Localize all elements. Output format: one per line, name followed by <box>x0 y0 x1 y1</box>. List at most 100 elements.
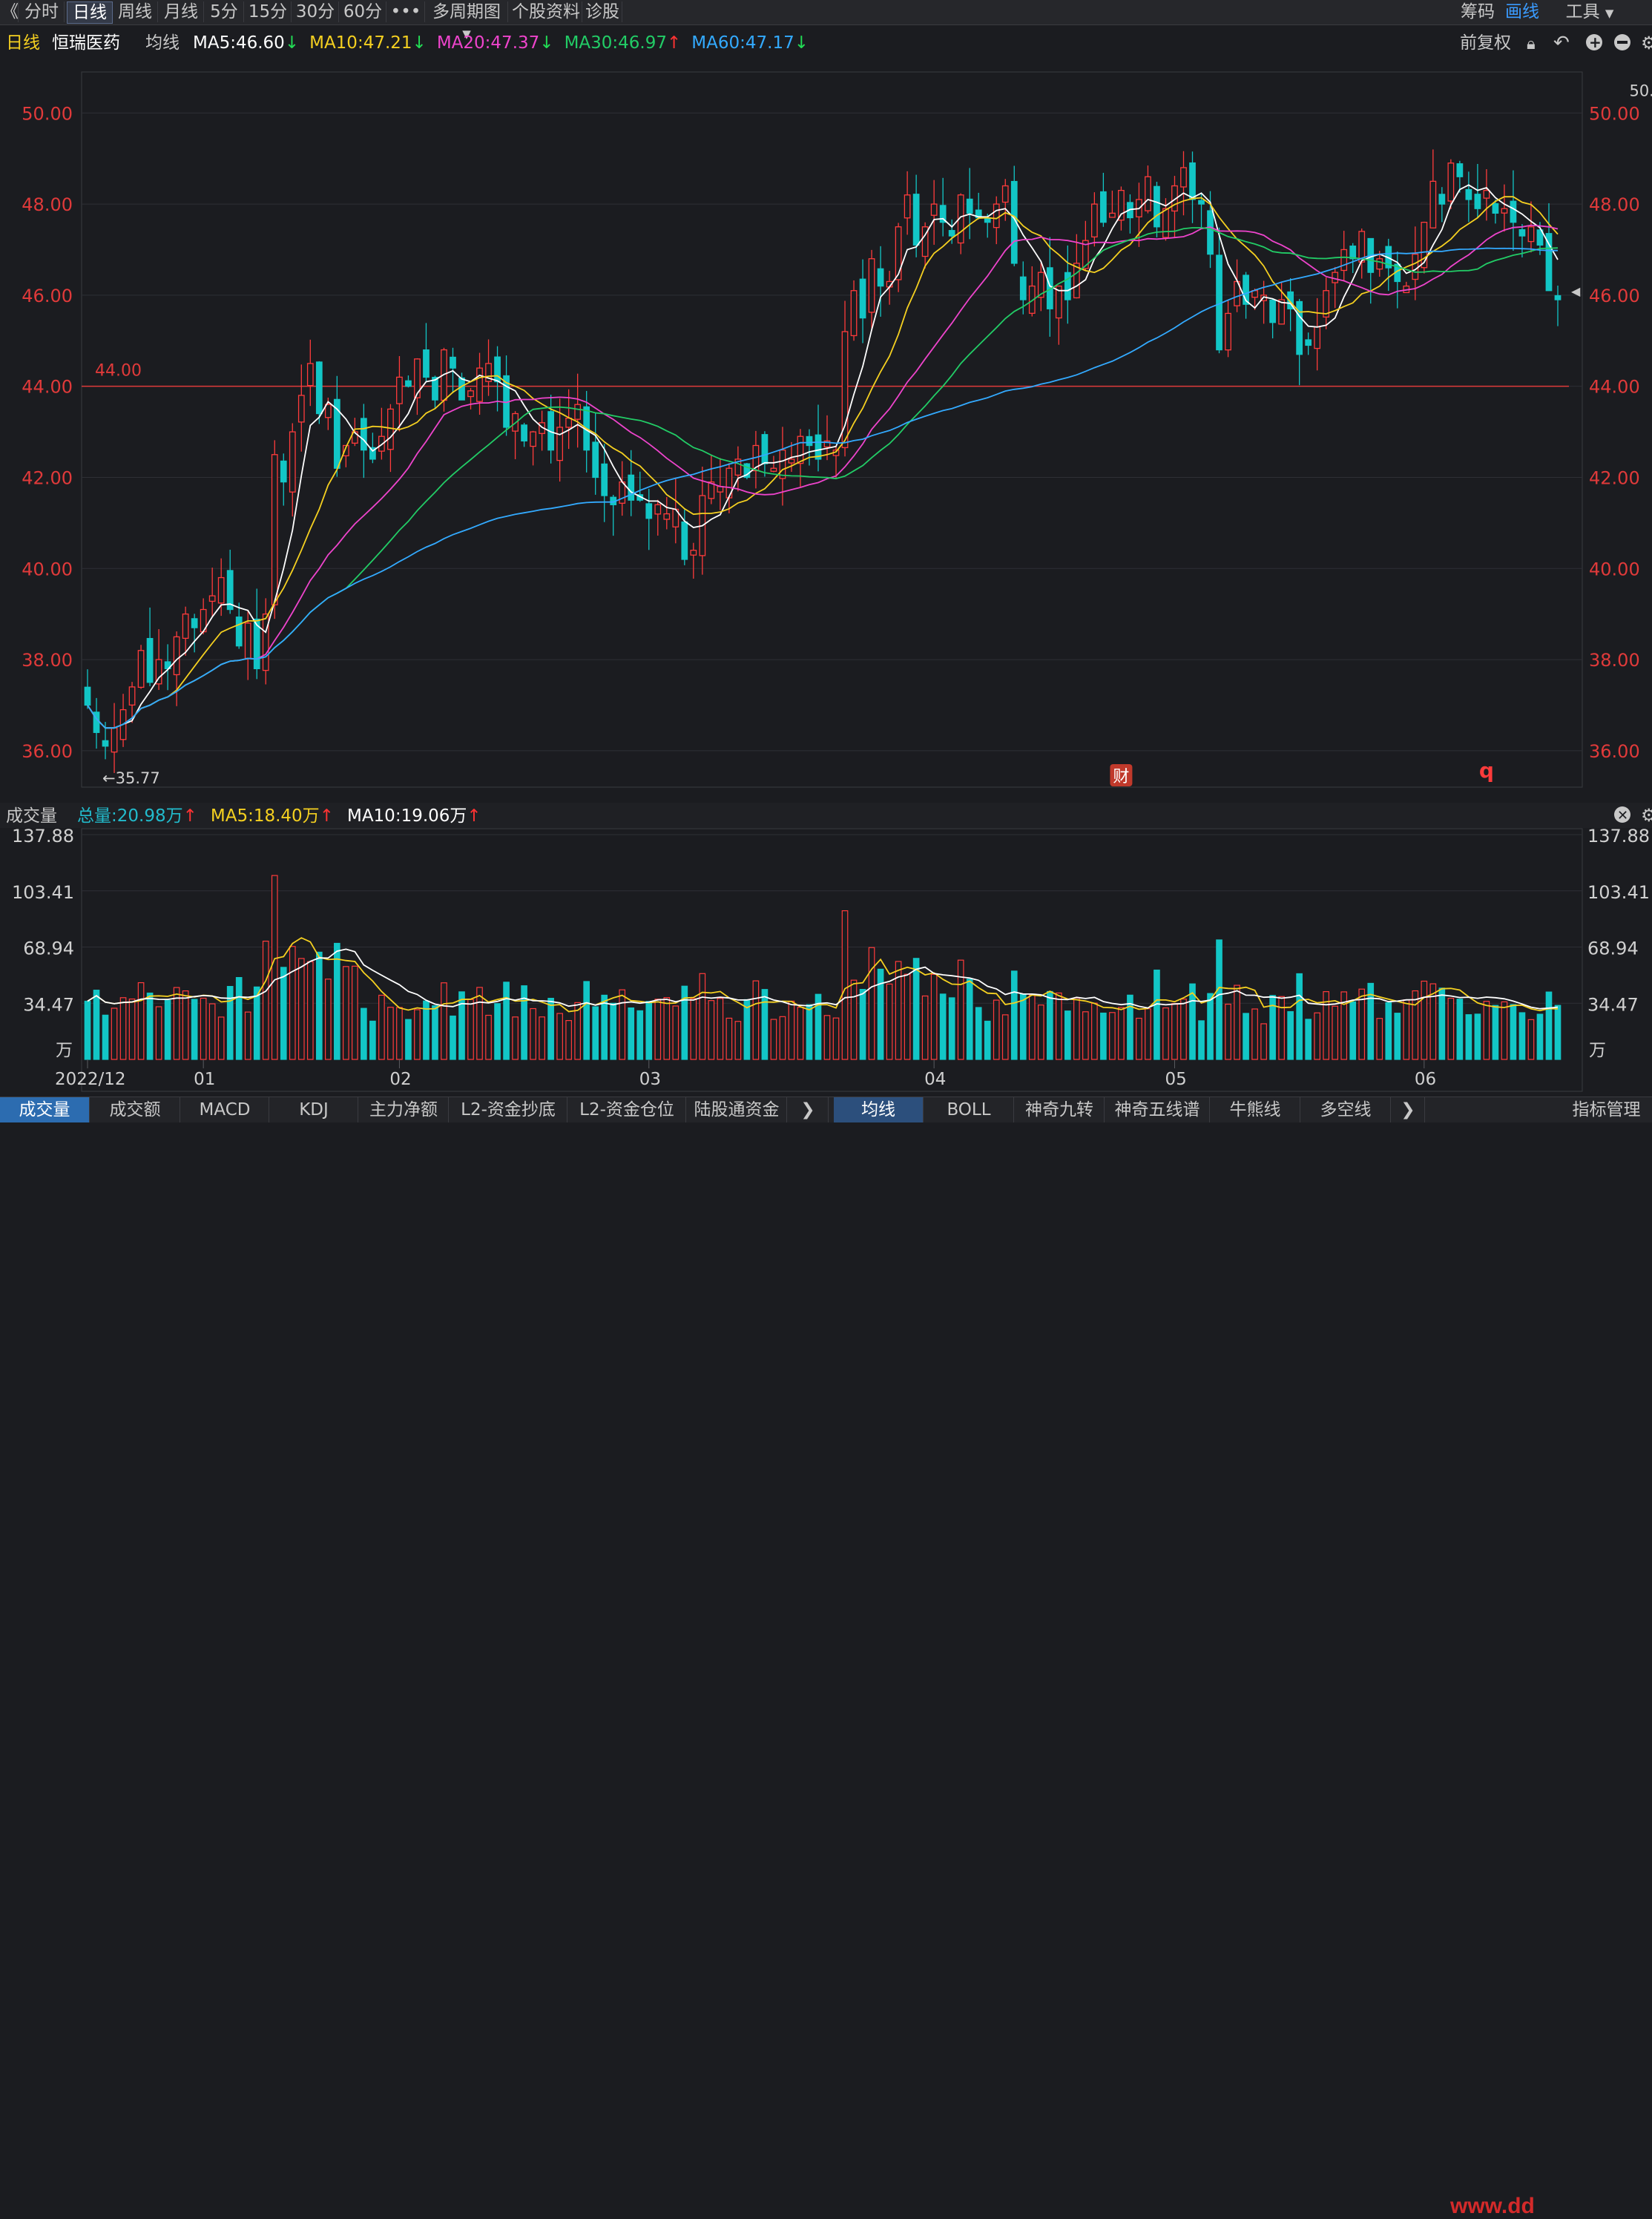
ma-legend-arrow: ↓ <box>412 33 427 53</box>
price-tick-left: 50.00 <box>22 103 73 124</box>
price-tick-right: 50.00 <box>1589 103 1640 124</box>
candle-body <box>1474 194 1481 209</box>
tab-volume[interactable]: 成交量 <box>0 1097 90 1122</box>
candle-body <box>984 218 991 223</box>
candle-body <box>111 727 118 753</box>
candle-body <box>743 463 751 479</box>
ma-label: 均线 <box>145 33 180 53</box>
tab-l2-position[interactable]: L2-资金仓位 <box>568 1097 686 1122</box>
tab-bull-bear[interactable]: 牛熊线 <box>1211 1097 1300 1122</box>
candle-body <box>1001 185 1009 203</box>
candle-body <box>102 740 109 747</box>
settings-icon[interactable]: ⚙ <box>1641 33 1652 53</box>
candle-body <box>681 521 688 560</box>
candle-body <box>948 230 955 237</box>
price-tick-left: 40.00 <box>22 559 73 579</box>
candle-body <box>405 380 412 387</box>
candle-body <box>137 650 145 688</box>
tab-15min[interactable]: 15分 <box>245 1 292 22</box>
undo-icon[interactable]: ↶ <box>1553 32 1570 54</box>
candle-body <box>1019 276 1027 300</box>
tab-turnover[interactable]: 成交额 <box>91 1097 180 1122</box>
price-tick-right: 42.00 <box>1589 467 1640 488</box>
candle-body <box>450 356 456 369</box>
event-marker[interactable]: q <box>1479 758 1494 783</box>
tab-macd[interactable]: MACD <box>181 1097 269 1122</box>
candle-body <box>1340 249 1348 272</box>
tab-l2-bottom[interactable]: L2-资金抄底 <box>450 1097 567 1122</box>
candle-body <box>1198 200 1205 205</box>
tab-long-short[interactable]: 多空线 <box>1301 1097 1391 1122</box>
tab-diagnosis[interactable]: 诊股 <box>583 1 622 22</box>
candle-body <box>930 203 938 216</box>
indicator-manage-button[interactable]: 指标管理 <box>1572 1100 1641 1120</box>
tab-fenshi[interactable]: 分时 <box>19 1 65 22</box>
chips-button[interactable]: 筹码 <box>1461 2 1495 22</box>
candle-body <box>530 431 536 447</box>
tab-daily[interactable]: 日线 <box>67 1 113 24</box>
lock-icon[interactable]: 🔒︎ <box>1527 35 1536 53</box>
adjust-label[interactable]: 前复权 <box>1460 33 1511 53</box>
tab-weekly[interactable]: 周线 <box>113 1 158 22</box>
tab-boll[interactable]: BOLL <box>924 1097 1014 1122</box>
tab-main-netflow[interactable]: 主力净额 <box>359 1097 449 1122</box>
candle-body <box>84 686 91 706</box>
price-chart[interactable]: 44.00 50.00 50.00 48.00 48.00 46.00 46.00 44.0… <box>0 0 1652 1097</box>
candle-body <box>1438 194 1446 205</box>
candle-body <box>1100 191 1107 223</box>
chevron-right-icon[interactable]: ❯ <box>788 1097 829 1122</box>
ma-legend: MA5:46.60↓ MA10:47.21↓ MA20:47.37↓ MA30:46.… <box>193 33 809 53</box>
tab-kdj[interactable]: KDJ <box>270 1097 358 1122</box>
candle-body <box>1207 210 1214 255</box>
price-tick-left: 46.00 <box>22 286 73 306</box>
candle-body <box>191 618 198 628</box>
back-icon[interactable]: 《 <box>1 1 19 22</box>
tab-5min[interactable]: 5分 <box>205 1 244 22</box>
candle-body <box>912 194 920 246</box>
ma-legend-item: MA30:46.97 <box>565 33 667 53</box>
candle-body <box>1064 272 1071 300</box>
tab-stock-info[interactable]: 个股资料 <box>510 1 582 22</box>
candle-body <box>173 636 180 676</box>
finance-marker[interactable] <box>1110 764 1133 786</box>
draw-line-button[interactable]: 画线 <box>1505 2 1539 22</box>
tab-ma[interactable]: 均线 <box>834 1097 924 1122</box>
candle-body <box>1492 203 1499 214</box>
candle-body <box>494 356 501 383</box>
tab-60min[interactable]: 60分 <box>340 1 386 22</box>
tab-multi-period[interactable]: 多周期图 ▼ <box>426 1 508 41</box>
chevron-right-icon-2[interactable]: ❯ <box>1392 1097 1425 1122</box>
ma-legend-item: MA10:47.21 <box>309 33 412 53</box>
ma5-line <box>87 184 1559 729</box>
zoom-in-icon[interactable] <box>1586 34 1602 50</box>
tab-northbound[interactable]: 陆股通资金 <box>687 1097 787 1122</box>
candle-body <box>1090 203 1098 238</box>
tab-magic-five[interactable]: 神奇五线谱 <box>1105 1097 1210 1122</box>
candle-body <box>645 503 653 519</box>
candle-body <box>369 447 376 460</box>
finance-marker-label: 财 <box>1113 768 1129 786</box>
candle-body <box>1465 188 1472 200</box>
tab-magic-nine[interactable]: 神奇九转 <box>1015 1097 1105 1122</box>
candle-body <box>734 458 742 476</box>
candle-body <box>1287 291 1294 309</box>
tab-30min[interactable]: 30分 <box>292 1 339 22</box>
candle-body <box>208 595 216 602</box>
tools-button[interactable]: 工具 ▼ <box>1556 1 1623 22</box>
price-tick-left: 44.00 <box>22 377 73 398</box>
candle-body <box>396 376 403 404</box>
candle-body <box>663 513 671 520</box>
indicator-tabs: 成交量 成交额 MACD KDJ 主力净额 L2-资金抄底 L2-资金仓位 陆股… <box>0 1097 1652 2218</box>
ma20-line <box>87 224 1559 729</box>
candle-body <box>779 449 786 479</box>
candle-body <box>966 198 973 214</box>
more-icon[interactable]: ••• <box>387 1 425 22</box>
period-label: 日线 <box>6 33 40 53</box>
price-tick-left: 36.00 <box>22 741 73 762</box>
candle-body <box>1109 212 1116 218</box>
candle-body <box>1447 162 1455 202</box>
tab-monthly[interactable]: 月线 <box>159 1 204 22</box>
ma-legend-item: MA20:47.37 <box>437 33 539 53</box>
candle-body <box>1429 180 1437 229</box>
ma-legend-item: MA5:46.60 <box>193 33 285 53</box>
